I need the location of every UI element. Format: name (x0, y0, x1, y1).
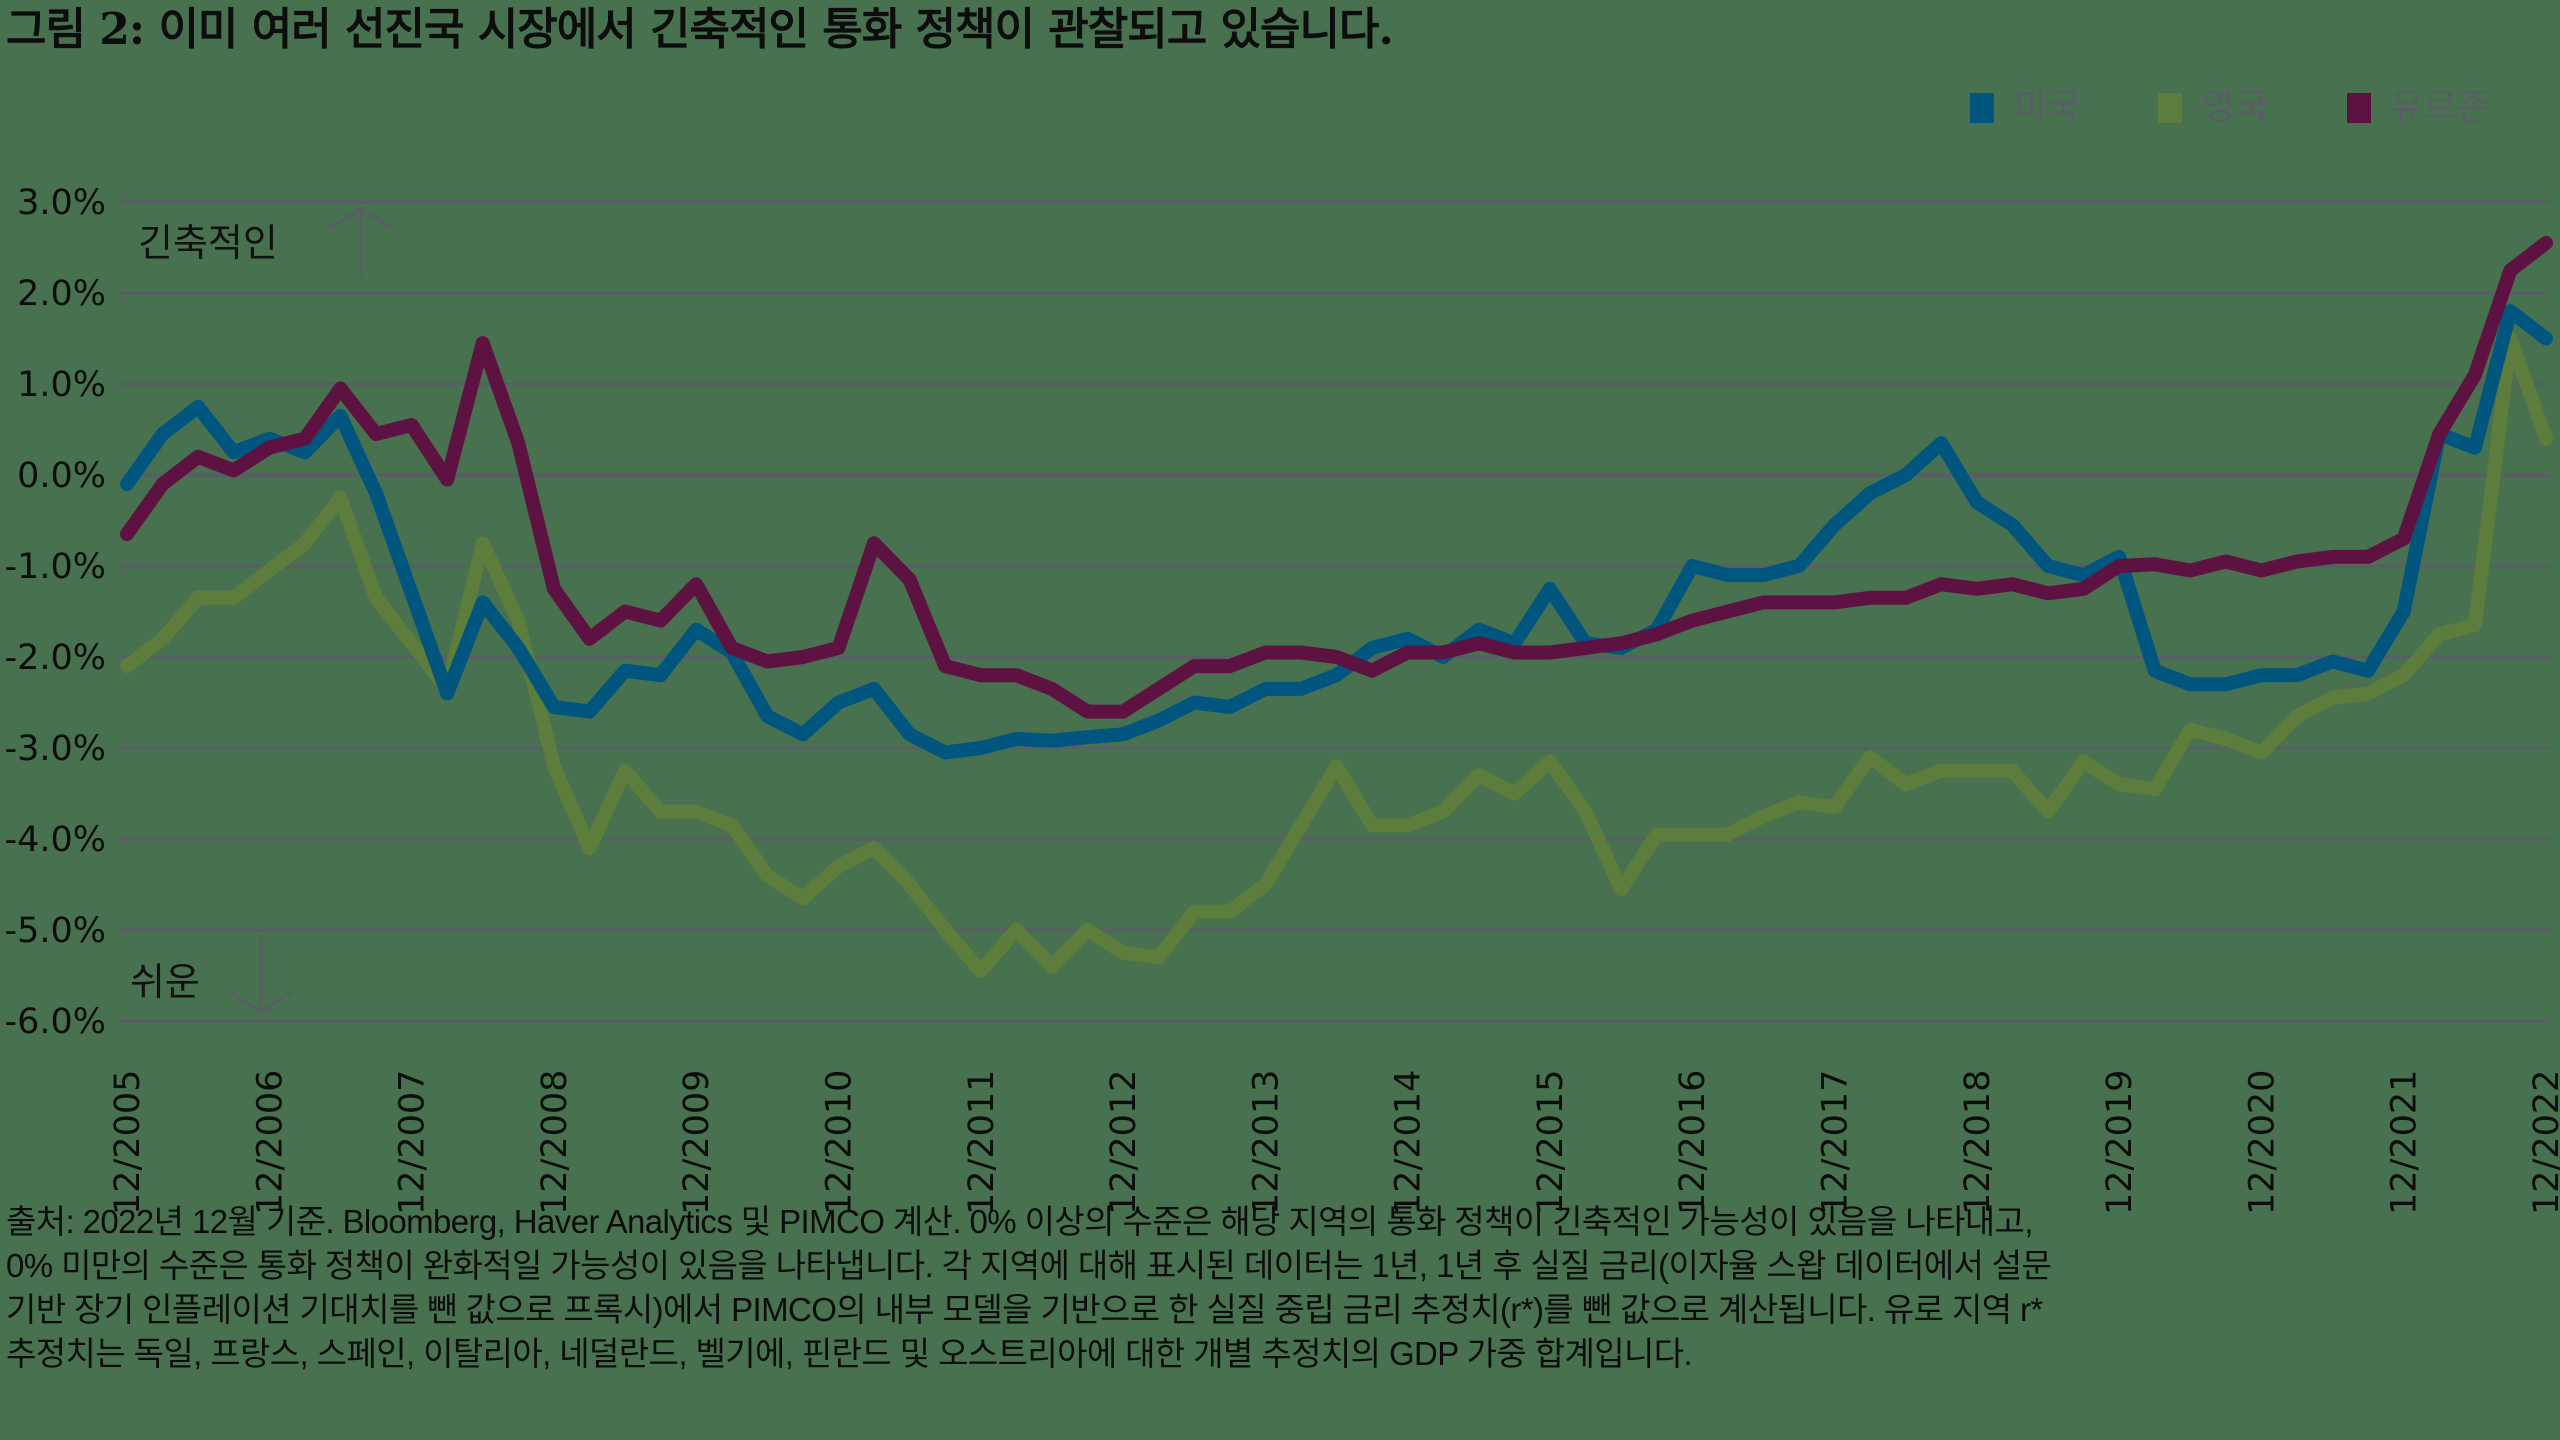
x-tick-label: 12/2005 (108, 1070, 148, 1215)
tight-annotation: 긴축적인 (138, 206, 393, 276)
legend: 미국 영국 유로존 (1970, 88, 2490, 128)
y-tick-label: -6.0% (4, 1002, 106, 1042)
x-tick-label: 12/2017 (1816, 1070, 1856, 1215)
y-tick-label: 2.0% (17, 274, 106, 314)
x-tick-label: 12/2007 (393, 1070, 433, 1215)
legend-label-eurozone: 유로존 (2390, 87, 2490, 128)
x-tick-label: 12/2011 (962, 1070, 1002, 1215)
x-tick-label: 12/2022 (2527, 1070, 2560, 1215)
data-series (120, 236, 2553, 978)
legend-swatch-eurozone (2346, 93, 2371, 123)
x-tick-label: 12/2013 (1246, 1070, 1286, 1215)
footnote-line: 추정치는 독일, 프랑스, 스페인, 이탈리아, 네덜란드, 벨기에, 핀란드 … (6, 1335, 1693, 1372)
up-arrow-icon (329, 206, 393, 276)
y-tick-label: -4.0% (4, 820, 106, 860)
x-tick-label: 12/2006 (250, 1070, 290, 1215)
legend-item-uk: 영국 (2158, 87, 2269, 128)
legend-item-us: 미국 (1970, 88, 2080, 128)
x-tick-label: 12/2020 (2242, 1070, 2282, 1215)
y-tick-label: -5.0% (4, 911, 106, 951)
series-line-eurozone (120, 236, 2553, 719)
x-tick-label: 12/2009 (677, 1070, 717, 1215)
x-tick-label: 12/2008 (535, 1070, 575, 1215)
legend-swatch-us (1970, 93, 1994, 123)
legend-item-eurozone: 유로존 (2346, 87, 2490, 128)
y-axis-ticks: 3.0% 2.0% 1.0% 0.0% -1.0% -2.0% -3.0% -4.0% -5.0… (4, 183, 106, 1042)
y-tick-label: -3.0% (4, 729, 106, 769)
x-tick-label: 12/2015 (1531, 1070, 1571, 1215)
legend-label-us: 미국 (2014, 87, 2081, 128)
footnote: 출처: 2022년 12월 기준. Bloomberg, Haver Analy… (6, 1200, 2546, 1376)
y-tick-label: 3.0% (17, 183, 106, 223)
x-tick-label: 12/2010 (819, 1070, 859, 1215)
series-line-us (120, 304, 2553, 760)
easy-annotation: 쉬운 (130, 935, 293, 1014)
chart-title: 그림 2: 이미 여러 선진국 시장에서 긴축적인 통화 정책이 관찰되고 있습… (6, 4, 1394, 55)
x-tick-label: 12/2021 (2385, 1070, 2425, 1215)
y-tick-label: 1.0% (17, 365, 106, 405)
footnote-line: 0% 미만의 수준은 통화 정책이 완화적일 가능성이 있음을 나타냅니다. 각… (6, 1247, 2052, 1284)
tight-label: 긴축적인 (138, 221, 278, 265)
easy-label: 쉬운 (130, 960, 200, 1004)
footnote-line: 출처: 2022년 12월 기준. Bloomberg, Haver Analy… (6, 1203, 2033, 1240)
y-tick-label: -2.0% (4, 638, 106, 678)
x-axis-ticks: 12/2005 12/2006 12/2007 12/2008 12/2009 12/20… (108, 1070, 2560, 1215)
x-tick-label: 12/2014 (1389, 1070, 1429, 1215)
x-tick-label: 12/2012 (1104, 1070, 1144, 1215)
x-tick-label: 12/2019 (2100, 1070, 2140, 1215)
x-tick-label: 12/2016 (1673, 1070, 1713, 1215)
y-tick-label: 0.0% (17, 456, 106, 496)
legend-label-uk: 영국 (2202, 87, 2269, 128)
down-arrow-icon (229, 935, 293, 1014)
y-tick-label: -1.0% (4, 547, 106, 587)
x-tick-label: 12/2018 (1958, 1070, 1998, 1215)
footnote-line: 기반 장기 인플레이션 기대치를 뺀 값으로 프록시)에서 PIMCO의 내부 … (6, 1291, 2043, 1328)
legend-swatch-uk (2158, 93, 2183, 123)
